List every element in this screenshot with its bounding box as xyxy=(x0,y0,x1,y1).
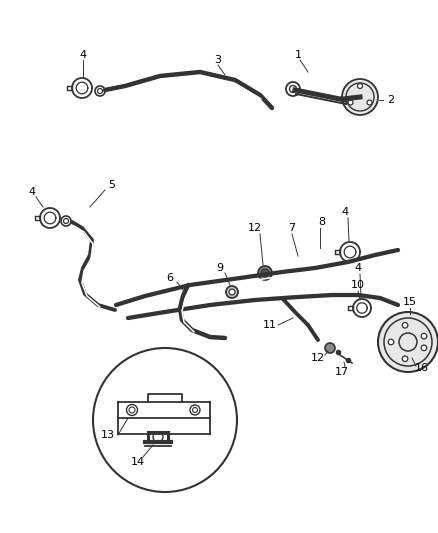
Circle shape xyxy=(190,405,200,415)
Circle shape xyxy=(378,312,438,372)
Circle shape xyxy=(258,266,272,280)
Text: 4: 4 xyxy=(342,207,349,217)
Text: 5: 5 xyxy=(109,180,116,190)
Text: 8: 8 xyxy=(318,217,325,227)
Circle shape xyxy=(388,339,394,345)
Text: 17: 17 xyxy=(335,367,349,377)
Bar xyxy=(35,216,40,220)
Bar xyxy=(335,250,340,254)
Text: 9: 9 xyxy=(216,263,223,273)
Circle shape xyxy=(402,356,408,361)
Circle shape xyxy=(229,289,235,295)
Text: 12: 12 xyxy=(248,223,262,233)
Circle shape xyxy=(357,84,363,88)
Circle shape xyxy=(61,216,71,226)
Circle shape xyxy=(325,343,335,353)
Circle shape xyxy=(95,86,105,96)
Circle shape xyxy=(261,269,269,277)
Circle shape xyxy=(421,333,427,339)
Text: 1: 1 xyxy=(294,50,301,60)
Text: 13: 13 xyxy=(101,430,115,440)
Circle shape xyxy=(367,100,372,105)
Text: 10: 10 xyxy=(351,280,365,290)
Circle shape xyxy=(153,432,163,442)
Bar xyxy=(67,86,72,90)
Circle shape xyxy=(93,348,237,492)
Text: 6: 6 xyxy=(166,273,173,283)
Text: 4: 4 xyxy=(354,263,361,273)
Circle shape xyxy=(342,79,378,115)
Text: 4: 4 xyxy=(28,187,35,197)
Text: 2: 2 xyxy=(388,95,395,105)
Bar xyxy=(348,306,353,310)
Text: 3: 3 xyxy=(215,55,222,65)
Text: 16: 16 xyxy=(415,363,429,373)
Circle shape xyxy=(421,345,427,351)
Circle shape xyxy=(226,286,238,298)
Text: 15: 15 xyxy=(403,297,417,307)
Circle shape xyxy=(127,405,138,416)
Text: 7: 7 xyxy=(289,223,296,233)
Text: 4: 4 xyxy=(79,50,87,60)
Circle shape xyxy=(348,100,353,105)
Text: 14: 14 xyxy=(131,457,145,467)
Text: 11: 11 xyxy=(263,320,277,330)
Text: 12: 12 xyxy=(311,353,325,363)
Circle shape xyxy=(402,322,408,328)
Circle shape xyxy=(286,82,300,96)
